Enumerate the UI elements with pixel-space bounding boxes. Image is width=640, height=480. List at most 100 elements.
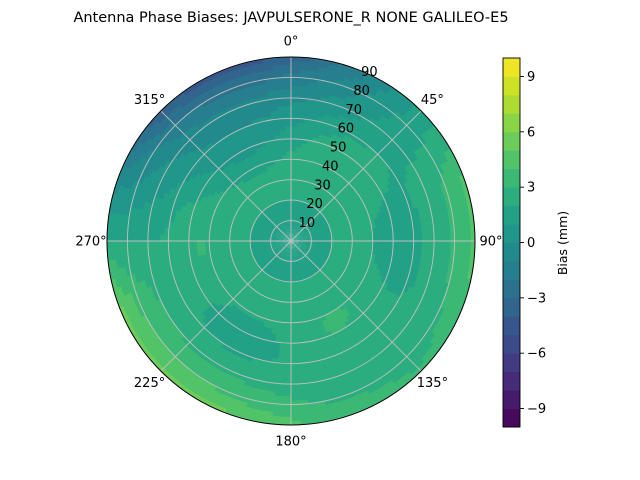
field-cell xyxy=(284,216,287,222)
field-cell xyxy=(289,338,297,344)
field-cell xyxy=(276,262,280,268)
field-cell xyxy=(197,254,204,261)
field-cell xyxy=(276,150,283,157)
field-cell xyxy=(180,228,186,236)
field-cell xyxy=(296,121,305,128)
field-cell xyxy=(295,208,299,214)
field-cell xyxy=(299,209,304,215)
field-cell xyxy=(293,310,299,316)
field-cell xyxy=(257,242,263,245)
field-cell xyxy=(163,226,170,235)
field-cell xyxy=(409,193,417,204)
field-cell xyxy=(300,231,306,235)
field-cell xyxy=(280,326,287,332)
field-cell xyxy=(360,244,366,250)
field-cell xyxy=(280,213,284,219)
field-cell xyxy=(282,242,288,244)
field-cell xyxy=(315,253,321,258)
field-cell xyxy=(289,359,298,365)
field-cell xyxy=(266,254,272,259)
field-cell xyxy=(298,227,302,232)
field-cell xyxy=(275,366,285,373)
field-cell xyxy=(259,258,265,263)
field-cell xyxy=(277,214,282,220)
field-cell xyxy=(286,261,289,266)
field-cell xyxy=(266,223,272,228)
field-cell xyxy=(274,238,279,240)
field-cell xyxy=(383,250,390,258)
field-cell xyxy=(296,375,306,381)
field-cell xyxy=(274,261,279,267)
field-cell xyxy=(264,226,270,230)
field-cell xyxy=(302,244,308,248)
field-cell xyxy=(300,271,305,277)
field-cell xyxy=(415,254,422,263)
field-cell xyxy=(285,134,293,139)
field-cell xyxy=(318,248,324,252)
field-cell xyxy=(291,134,298,139)
field-cell xyxy=(372,236,378,242)
field-cell xyxy=(350,227,357,233)
field-cell xyxy=(344,241,349,245)
field-cell xyxy=(308,228,314,232)
field-cell xyxy=(278,218,282,224)
field-cell xyxy=(282,187,287,193)
field-cell xyxy=(291,245,293,250)
field-cell xyxy=(283,230,287,235)
field-cell xyxy=(285,191,290,197)
field-cell xyxy=(287,232,290,238)
field-cell xyxy=(278,267,283,273)
field-cell xyxy=(364,244,370,250)
field-cell xyxy=(249,244,255,248)
field-cell xyxy=(283,235,288,239)
field-cell xyxy=(292,273,295,279)
field-cell xyxy=(292,233,296,238)
field-cell xyxy=(302,237,308,240)
field-cell xyxy=(281,226,285,231)
field-cell xyxy=(294,242,300,245)
field-cell xyxy=(301,262,306,268)
field-cell xyxy=(326,102,337,110)
field-cell xyxy=(308,262,314,268)
field-cell xyxy=(278,239,283,241)
field-cell xyxy=(274,163,281,170)
field-cell xyxy=(276,362,285,369)
field-cell xyxy=(294,162,300,168)
field-cell xyxy=(307,277,312,283)
field-cell xyxy=(294,175,299,181)
field-cell xyxy=(271,114,280,120)
field-cell xyxy=(304,216,309,222)
field-cell xyxy=(293,216,296,221)
field-cell xyxy=(262,234,268,238)
field-cell xyxy=(295,216,298,222)
field-cell xyxy=(276,171,282,178)
field-cell xyxy=(424,219,431,229)
field-cell xyxy=(269,220,274,225)
field-cell xyxy=(276,247,281,251)
field-cell xyxy=(305,198,310,204)
field-cell xyxy=(292,244,295,250)
field-cell xyxy=(298,235,303,238)
field-cell xyxy=(289,367,298,373)
field-cell xyxy=(200,244,206,251)
field-cell xyxy=(279,130,287,136)
field-cell xyxy=(327,220,333,225)
field-cell xyxy=(292,224,295,230)
field-cell xyxy=(294,256,297,262)
field-cell xyxy=(297,217,301,222)
field-cell xyxy=(273,260,278,266)
field-cell xyxy=(212,232,218,238)
field-cell xyxy=(256,223,263,228)
field-cell xyxy=(292,244,295,250)
field-cell xyxy=(304,193,310,200)
field-cell xyxy=(380,245,386,252)
field-cell xyxy=(339,232,345,237)
field-cell xyxy=(300,304,306,311)
field-cell xyxy=(396,223,402,231)
field-cell xyxy=(258,230,264,234)
field-cell xyxy=(282,367,291,373)
field-cell xyxy=(253,238,259,241)
field-cell xyxy=(308,257,313,262)
field-cell xyxy=(354,226,361,232)
field-cell xyxy=(151,246,157,256)
